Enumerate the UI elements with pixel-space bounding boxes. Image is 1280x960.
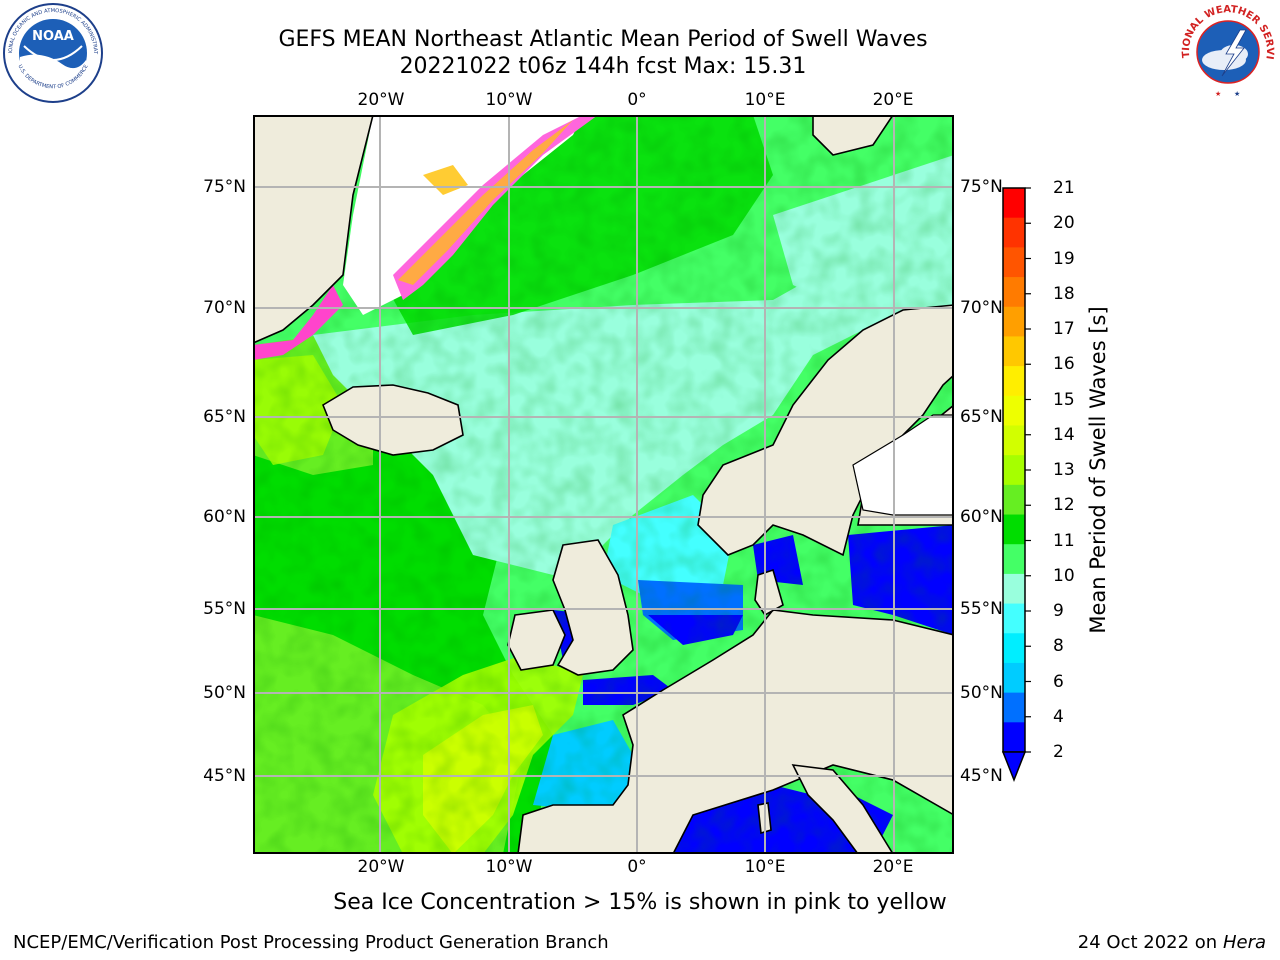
footer-credit: NCEP/EMC/Verification Post Processing Pr… <box>13 932 609 953</box>
lat-tick-left: 65°N <box>203 407 246 427</box>
chart-title: GEFS MEAN Northeast Atlantic Mean Period… <box>278 27 928 52</box>
svg-text:★: ★ <box>1234 90 1240 98</box>
colorbar-tick-label: 9 <box>1053 601 1064 621</box>
lat-tick-left: 55°N <box>203 599 246 619</box>
colorbar-cell <box>1003 722 1025 753</box>
svg-text:★: ★ <box>1215 90 1221 98</box>
colorbar-cell <box>1003 247 1025 278</box>
colorbar-tick-label: 17 <box>1053 319 1075 339</box>
colorbar-tick-label: 16 <box>1053 354 1075 375</box>
graticule <box>253 115 954 854</box>
colorbar-cell <box>1003 544 1025 575</box>
colorbar-cell <box>1003 188 1025 219</box>
colorbar-title: Mean Period of Swell Waves [s] <box>1086 306 1110 634</box>
scandinavia-land <box>697 304 954 557</box>
sea-ice-band-inner <box>398 120 573 285</box>
colorbar-cell <box>1003 277 1025 308</box>
colorbar-cell <box>1003 336 1025 367</box>
lon-tick-top: 10°W <box>485 90 533 110</box>
lat-tick-left: 70°N <box>203 298 246 318</box>
colorbar-cell <box>1003 306 1025 337</box>
lon-tick-bottom: 20°W <box>357 857 405 877</box>
colorbar-cell <box>1003 395 1025 426</box>
sea-ice-greenland-south <box>253 285 343 360</box>
colorbar-tick-label: 10 <box>1053 565 1075 586</box>
lat-tick-right: 65°N <box>960 407 1003 427</box>
colorbar-tick-label: 14 <box>1053 424 1075 445</box>
colorbar-cell <box>1003 455 1025 486</box>
lat-tick-right: 55°N <box>960 599 1003 619</box>
lat-tick-right: 70°N <box>960 298 1003 318</box>
colorbar-cell <box>1003 366 1025 397</box>
lon-tick-top: 20°W <box>357 90 405 110</box>
lat-tick-left: 45°N <box>203 766 246 786</box>
lat-tick-left: 60°N <box>203 507 246 527</box>
colorbar-cell <box>1003 425 1025 456</box>
scandinavia-interior-white <box>852 414 954 516</box>
svalbard-land <box>812 115 894 156</box>
map-frame <box>253 115 954 854</box>
lon-tick-bottom: 10°E <box>744 857 786 877</box>
lon-tick-bottom: 20°E <box>872 857 914 877</box>
colorbar-tick-label: 21 <box>1053 178 1075 198</box>
lat-tick-right: 60°N <box>960 507 1003 527</box>
lon-tick-bottom: 10°W <box>485 857 533 877</box>
lat-tick-right: 50°N <box>960 683 1003 703</box>
colorbar-tick-label: 6 <box>1053 671 1064 692</box>
swell-period-map <box>253 115 954 854</box>
chart-subtitle: 20221022 t06z 144h fcst Max: 15.31 <box>399 54 807 79</box>
colorbar-tick-label: 19 <box>1053 248 1075 269</box>
colorbar-cell <box>1003 217 1025 248</box>
colorbar-tick-label: 12 <box>1053 495 1075 516</box>
lon-tick-bottom: 0° <box>627 857 647 877</box>
footer-date: 24 Oct 2022 on Hera <box>1078 932 1266 953</box>
lat-tick-right: 75°N <box>960 177 1003 197</box>
colorbar-cell <box>1003 573 1025 605</box>
footer-machine: Hera <box>1222 932 1266 953</box>
colorbar-tick-label: 20 <box>1053 213 1075 234</box>
colorbar-tick-label: 15 <box>1053 389 1075 410</box>
lon-tick-top: 20°E <box>872 90 914 110</box>
colorbar-tick-label: 2 <box>1053 742 1064 762</box>
lat-tick-right: 45°N <box>960 766 1003 786</box>
noaa-logo-icon: NOAA NATIONAL OCEANIC AND ATMOSPHERIC AD… <box>2 2 103 103</box>
colorbar-cell <box>1003 484 1025 516</box>
lon-tick-top: 10°E <box>744 90 786 110</box>
colorbar-tick-label: 4 <box>1053 706 1064 727</box>
greenland-land <box>253 115 374 344</box>
lat-tick-left: 50°N <box>203 683 246 703</box>
colorbar-tick-label: 18 <box>1053 283 1075 304</box>
colorbar-cell <box>1003 514 1025 545</box>
colorbar-cell <box>1003 633 1025 664</box>
colorbar-extend-arrow <box>1001 751 1027 783</box>
footer-date-text: 24 Oct 2022 on <box>1077 932 1223 953</box>
lat-tick-left: 75°N <box>203 177 246 197</box>
colorbar-tick-label: 8 <box>1053 636 1064 657</box>
colorbar-cell <box>1003 662 1025 694</box>
lon-tick-top: 0° <box>627 90 647 110</box>
colorbar-tick-label: 13 <box>1053 460 1075 480</box>
colorbar-tick-label: 11 <box>1053 530 1075 551</box>
great-britain-land <box>552 539 634 676</box>
colorbar-cell <box>1003 603 1025 634</box>
colorbar <box>1001 187 1031 783</box>
nws-logo-icon: NATIONAL WEATHER SERVICE ★ ★ <box>1178 2 1276 100</box>
noaa-logo-text: NOAA <box>32 29 74 44</box>
sea-ice-caption: Sea Ice Concentration > 15% is shown in … <box>333 890 947 915</box>
colorbar-cell <box>1003 692 1025 723</box>
